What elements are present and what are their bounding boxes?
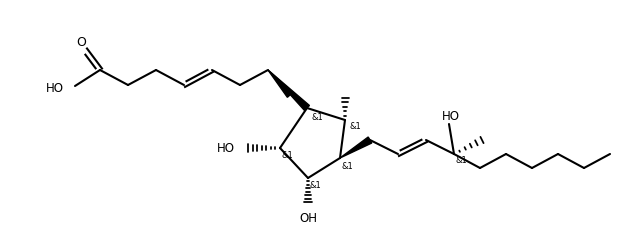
Text: HO: HO bbox=[442, 110, 460, 122]
Text: &1: &1 bbox=[282, 151, 294, 160]
Polygon shape bbox=[268, 70, 293, 97]
Text: HO: HO bbox=[217, 142, 235, 155]
Text: &1: &1 bbox=[312, 113, 324, 122]
Text: HO: HO bbox=[46, 82, 64, 95]
Polygon shape bbox=[340, 137, 372, 158]
Polygon shape bbox=[268, 70, 310, 110]
Text: O: O bbox=[76, 36, 86, 49]
Text: &1: &1 bbox=[349, 122, 361, 131]
Text: &1: &1 bbox=[456, 156, 468, 165]
Text: &1: &1 bbox=[342, 162, 353, 171]
Text: &1: &1 bbox=[310, 181, 322, 190]
Text: OH: OH bbox=[299, 212, 317, 225]
